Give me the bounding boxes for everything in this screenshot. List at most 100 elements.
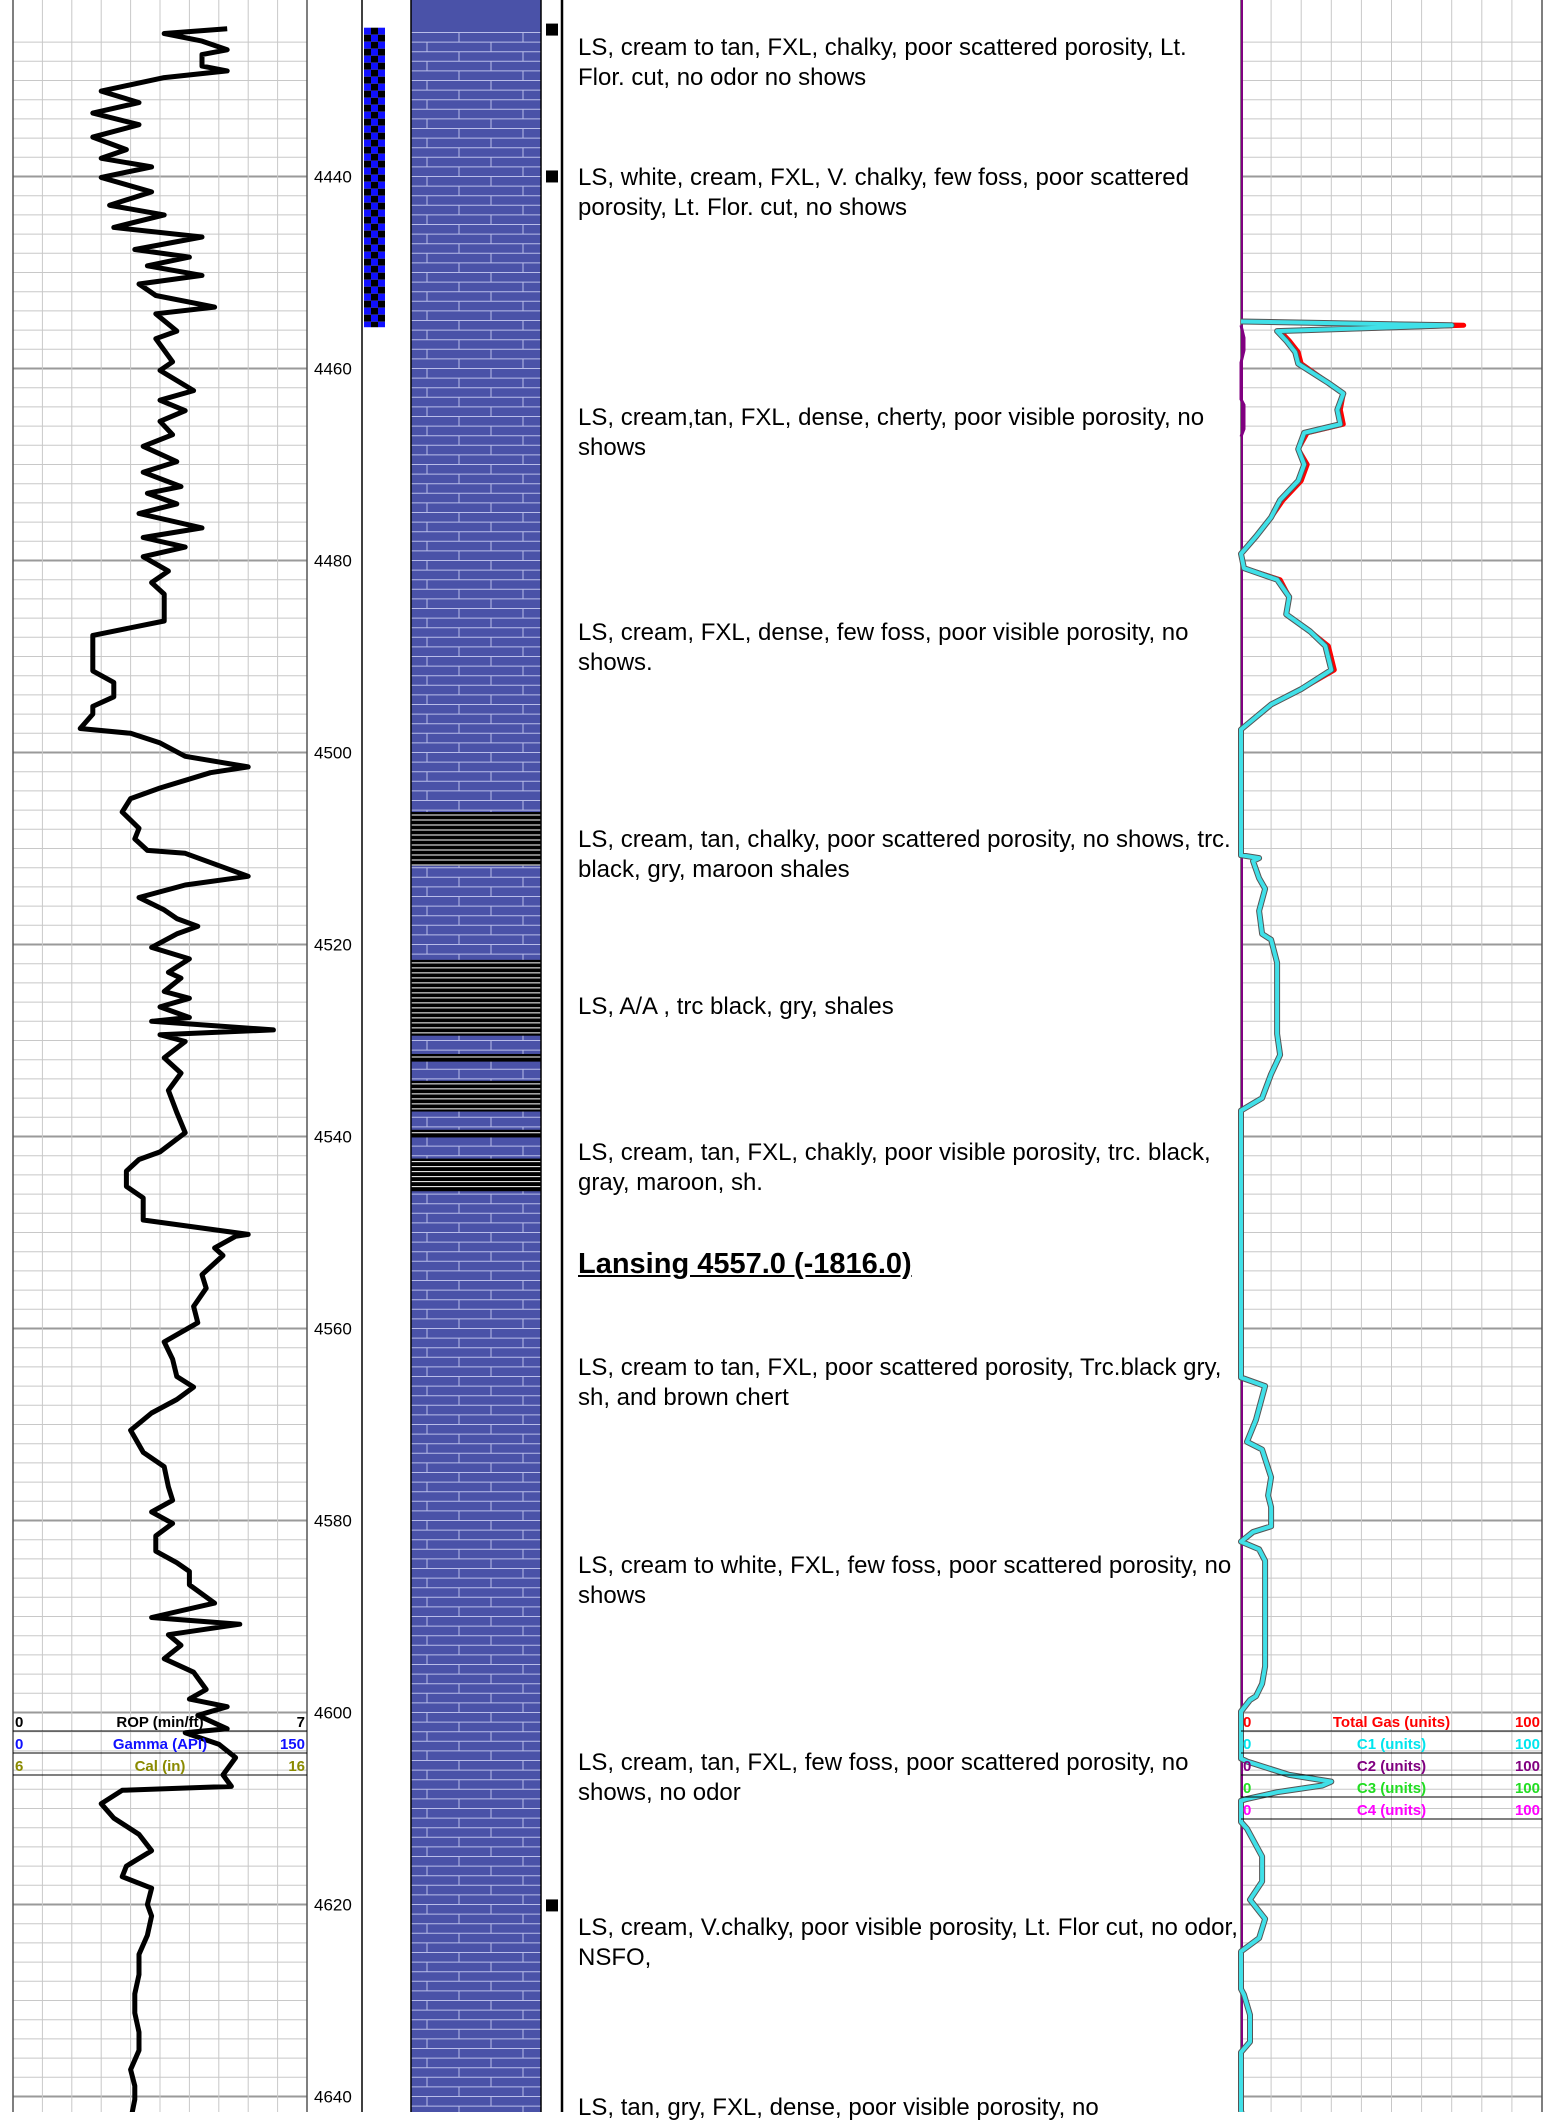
- cored-interval-cell: [371, 55, 378, 63]
- cored-interval-cell: [378, 223, 385, 231]
- lithology-description: LS, cream to tan, FXL, poor scattered po…: [578, 1354, 1222, 1412]
- cored-interval-cell: [371, 104, 378, 112]
- cored-interval-cell: [371, 41, 378, 49]
- cored-interval-cell: [371, 279, 378, 287]
- cored-interval-cell: [378, 97, 385, 105]
- cored-interval-cell: [364, 125, 371, 133]
- cored-interval-cell: [378, 83, 385, 91]
- cored-interval-cell: [364, 48, 371, 56]
- cored-interval-cell: [371, 272, 378, 280]
- cored-interval-cell: [378, 230, 385, 238]
- gas-header-name: C4 (units): [1357, 1802, 1426, 1819]
- cored-interval-cell: [371, 174, 378, 182]
- lithology-description: LS, cream, tan, chalky, poor scattered p…: [578, 826, 1231, 884]
- cored-interval-cell: [371, 83, 378, 91]
- cored-interval-cell: [364, 188, 371, 196]
- cored-interval-cell: [364, 195, 371, 203]
- cored-interval-cell: [371, 167, 378, 175]
- track1-header-min: 6: [15, 1758, 23, 1775]
- cored-interval-cell: [371, 188, 378, 196]
- lithology-description: LS, cream, FXL, dense, few foss, poor vi…: [578, 618, 1189, 676]
- lithology-description: LS, cream,tan, FXL, dense, cherty, poor …: [578, 403, 1205, 461]
- cored-interval-cell: [371, 230, 378, 238]
- cored-interval-cell: [378, 286, 385, 294]
- cored-interval-cell: [364, 321, 371, 328]
- cored-interval-cell: [364, 118, 371, 126]
- cored-interval-cell: [364, 97, 371, 105]
- shale-interval: [411, 1129, 541, 1138]
- cored-interval-cell: [371, 251, 378, 259]
- total-gas-curve: [1238, 319, 1467, 744]
- depth-label: 4440: [314, 168, 352, 187]
- cored-interval-cell: [364, 265, 371, 273]
- sample-mark: [546, 170, 558, 183]
- cored-interval-cell: [371, 293, 378, 301]
- cored-interval-cell: [371, 69, 378, 77]
- cored-interval-cell: [371, 76, 378, 84]
- depth-label: 4520: [314, 936, 352, 955]
- cored-interval-cell: [378, 132, 385, 140]
- shale-interval: [411, 1158, 541, 1192]
- cored-interval-cell: [371, 300, 378, 308]
- cored-interval-cell: [378, 300, 385, 308]
- track1-header-min: 0: [15, 1714, 23, 1731]
- cored-interval-cell: [371, 146, 378, 154]
- gas-header-name: C3 (units): [1357, 1780, 1426, 1797]
- track1-header-name: ROP (min/ft): [116, 1714, 203, 1731]
- cored-interval-cell: [378, 265, 385, 273]
- cored-interval-cell: [364, 209, 371, 217]
- cored-interval-cell: [378, 167, 385, 175]
- cored-interval-cell: [371, 27, 378, 35]
- lithology-description: LS, cream to white, FXL, few foss, poor …: [578, 1551, 1232, 1609]
- lithology-description: LS, cream to tan, FXL, chalky, poor scat…: [578, 34, 1187, 92]
- cored-interval-cell: [371, 48, 378, 56]
- gas-header-max: 100: [1515, 1736, 1540, 1753]
- cored-interval-cell: [371, 202, 378, 210]
- depth-label: 4560: [314, 1320, 352, 1339]
- cored-interval-cell: [378, 258, 385, 266]
- cored-interval-cell: [364, 146, 371, 154]
- sample-mark: [546, 1899, 558, 1912]
- gas-header-min: 0: [1243, 1758, 1251, 1775]
- cored-interval-cell: [371, 125, 378, 133]
- cored-interval-cell: [378, 146, 385, 154]
- cored-interval-cell: [364, 279, 371, 287]
- cored-interval-cell: [364, 27, 371, 35]
- cored-interval-cell: [371, 265, 378, 273]
- cored-interval-cell: [378, 188, 385, 196]
- cored-interval-cell: [371, 223, 378, 231]
- cored-interval-cell: [364, 104, 371, 112]
- cored-interval-cell: [364, 83, 371, 91]
- cored-interval-cell: [378, 321, 385, 328]
- cored-interval-cell: [378, 181, 385, 189]
- lithology-description: LS, cream, tan, FXL, chakly, poor visibl…: [578, 1139, 1211, 1197]
- cored-interval-cell: [378, 104, 385, 112]
- gas-track-grid: [1240, 0, 1543, 2112]
- cored-interval-cell: [364, 181, 371, 189]
- cored-interval-cell: [371, 97, 378, 105]
- cored-interval-cell: [371, 132, 378, 140]
- depth-label: 4580: [314, 1512, 352, 1531]
- cored-interval-cell: [371, 321, 378, 328]
- cored-interval-cell: [378, 41, 385, 49]
- cored-interval-cell: [378, 216, 385, 224]
- cored-interval-cell: [378, 125, 385, 133]
- cored-interval-cell: [371, 258, 378, 266]
- cored-interval-cell: [371, 118, 378, 126]
- cored-interval-cell: [371, 62, 378, 70]
- cored-interval-cell: [364, 132, 371, 140]
- cored-interval-cell: [364, 244, 371, 252]
- gas-header-min: 0: [1243, 1780, 1251, 1797]
- cored-interval-cell: [371, 90, 378, 98]
- cored-interval-cell: [378, 279, 385, 287]
- cored-interval-cell: [364, 153, 371, 161]
- cored-interval-cell: [371, 34, 378, 42]
- cored-interval-cell: [364, 160, 371, 168]
- cored-interval-cell: [378, 237, 385, 245]
- c2-curve: [1239, 324, 1246, 438]
- depth-label: 4640: [314, 2088, 352, 2107]
- depth-label: 4480: [314, 552, 352, 571]
- track1-header-name: Cal (in): [135, 1758, 186, 1775]
- cored-interval-cell: [364, 272, 371, 280]
- cored-interval-cell: [378, 27, 385, 35]
